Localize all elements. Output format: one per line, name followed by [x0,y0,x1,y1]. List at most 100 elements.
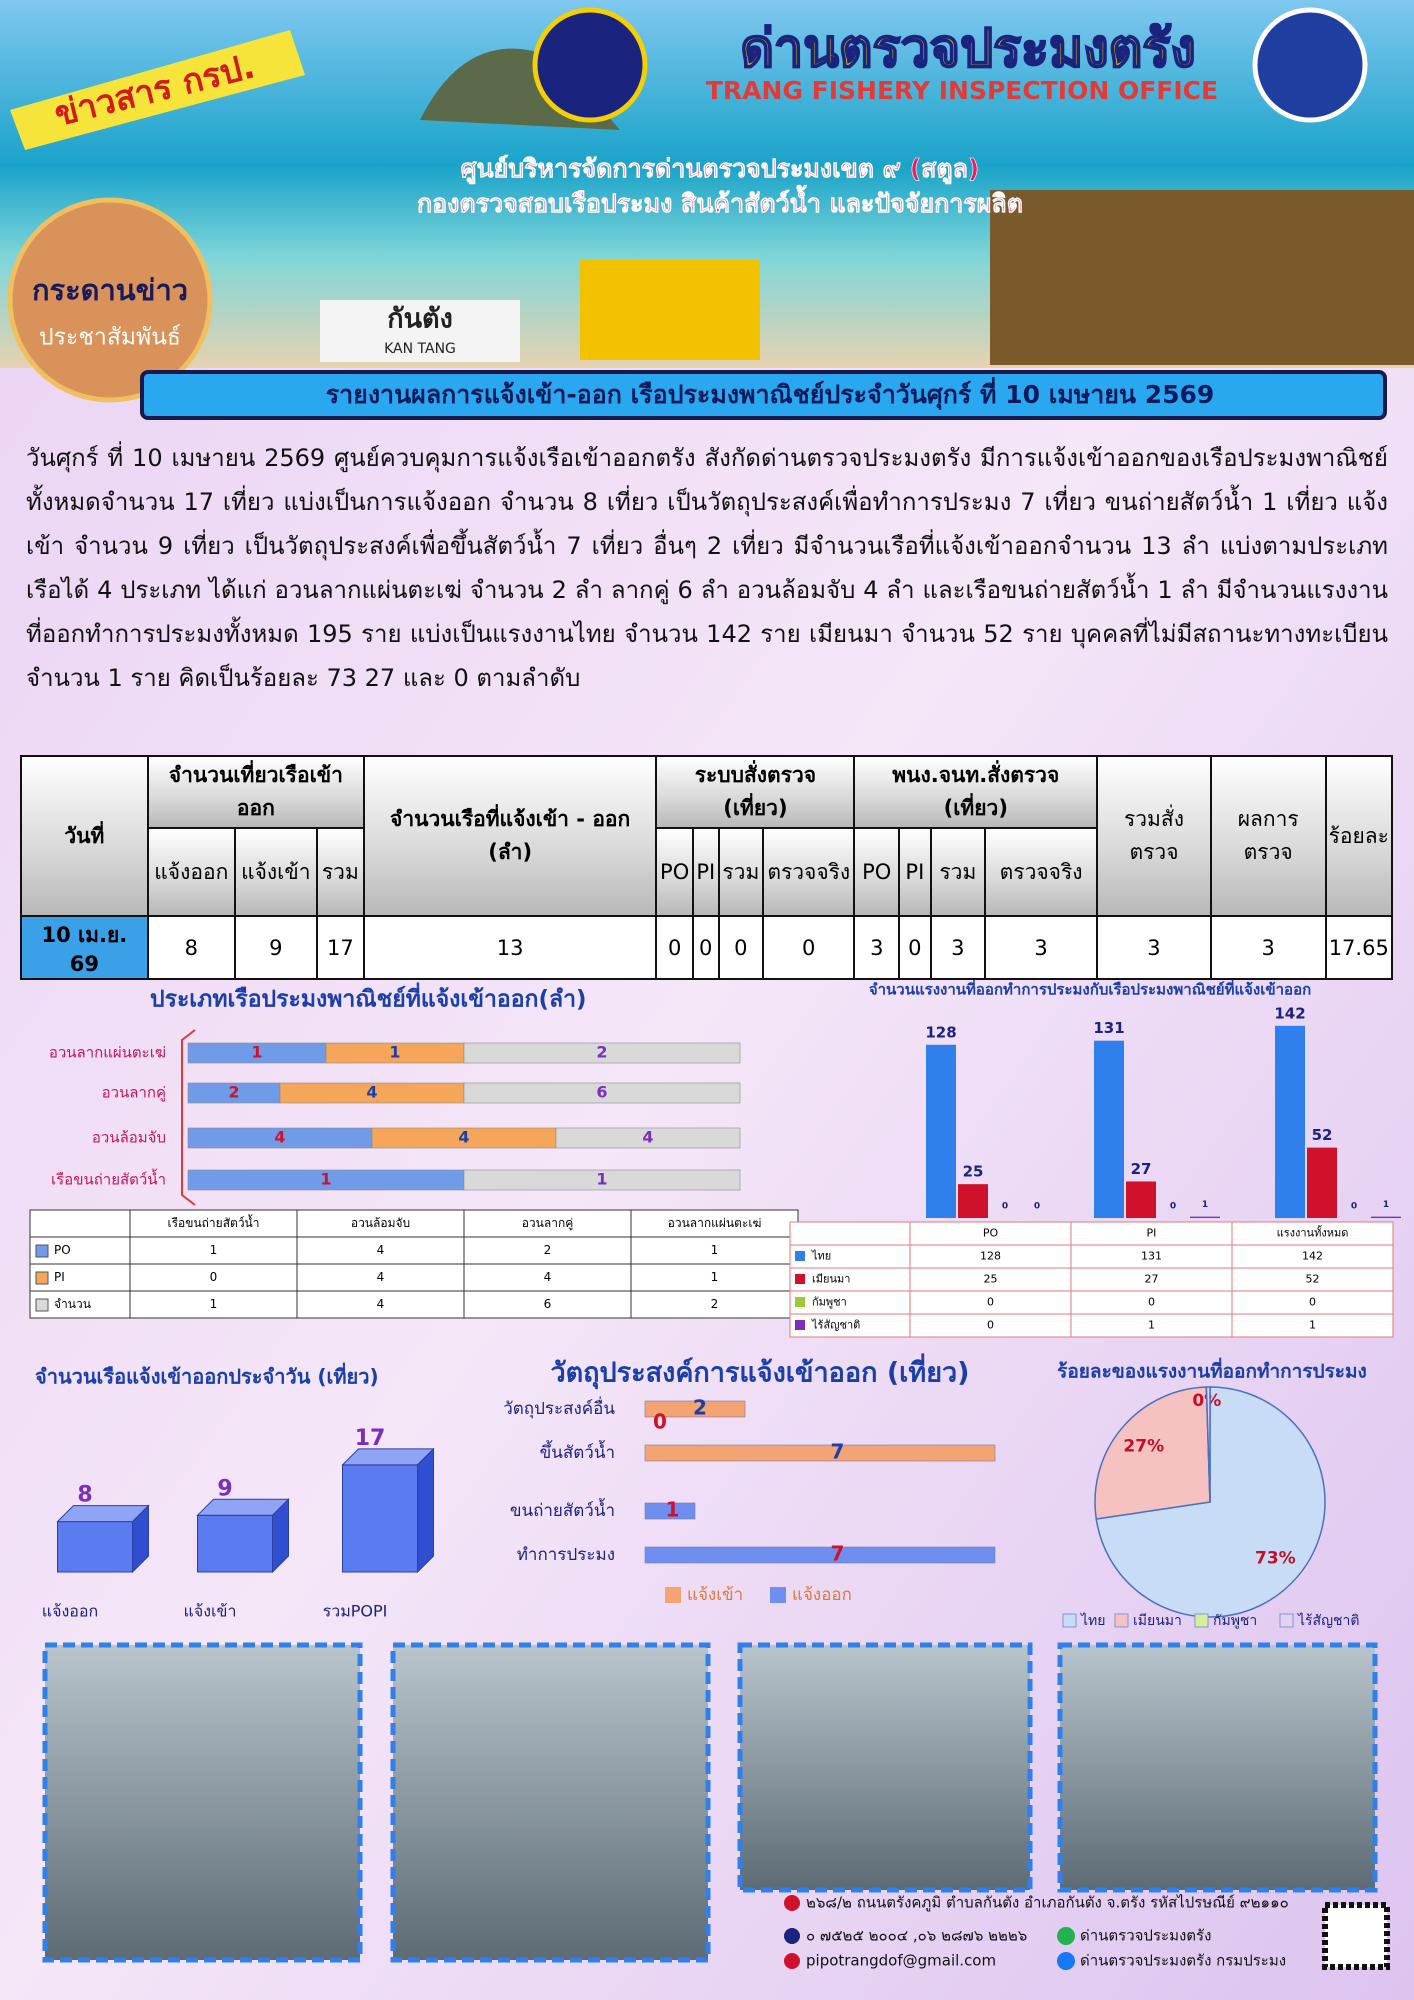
report-table: วันที่ จำนวนเที่ยวเรือเข้าออก จำนวนเรือที่… [20,755,1394,980]
table-value: 4 [377,1297,385,1311]
value-label: 0 [1170,1202,1176,1212]
value-label: 27% [1123,1437,1164,1457]
table-cell: 13 [362,915,658,980]
table-cell: จำนวนเรือที่แจ้งเข้า - ออก (ลำ) [362,755,658,917]
board-title: กระดานข่าว [32,273,188,307]
table-cell: 0 [717,915,765,980]
table-cell: 3 [929,915,987,980]
value-label: 7 [831,1542,845,1566]
bar-side [417,1447,434,1574]
bar [644,1546,996,1564]
sign-text: KAN TANG [384,341,456,357]
bar [958,1184,988,1218]
bar [1371,1216,1401,1218]
bar-side [132,1504,149,1574]
legend-swatch [35,1298,49,1312]
contact-facebook: ด่านตรวจประมงตรัง กรมประมง [1080,1952,1286,1970]
value-label: 131 [1093,1019,1124,1037]
bar-segment [463,1169,741,1191]
legend-label: PI [54,1270,65,1284]
bar-segment [463,1042,741,1064]
icon-email [784,1953,800,1969]
table-cell: รวมสั่งตรวจ [1096,755,1212,917]
header-line: กองตรวจสอบเรือประมง สินค้าสัตว์น้ำ และปั… [417,184,1023,218]
table-value: 128 [980,1250,1001,1263]
value-label: 1 [666,1498,680,1522]
legend-label: ไร้สัญชาติ [811,1319,860,1332]
table-cell: แจ้งเข้า [233,827,318,917]
table-value: 1 [1309,1319,1316,1332]
table-cell: 17 [315,915,365,980]
report-title-bar [140,370,1387,420]
value-label: 52 [1312,1126,1333,1144]
contact-address: ๒๖๘/๒ ถนนตรังคภูมิ ตำบลกันตัง อำเภอกันตั… [806,1894,1289,1912]
table-value: 0 [1309,1296,1316,1309]
table-value: 0 [210,1270,218,1284]
table-cell: PI [691,827,720,917]
bar [197,1514,273,1573]
bar-segment [463,1082,741,1104]
bar-side [272,1498,289,1574]
table-cell: รวม [929,827,987,917]
logo-left [532,7,648,123]
category-label: อวนลากแผ่นตะเฆ่ [49,1044,166,1062]
table-value: 2 [711,1297,719,1311]
table-value: 142 [1302,1250,1323,1263]
photo [42,1642,363,1963]
photo [390,1642,711,1963]
table-cell: รวม [315,827,365,917]
legend-swatch [35,1244,49,1258]
chart-title: ประเภทเรือประมงพาณิชย์ที่แจ้งเข้าออก(ลำ) [150,982,587,1013]
table-row: แจ้งออก แจ้งเข้า รวม PO PI รวม ตรวจจริง PO PI รวม… [21,827,1392,917]
value-label: 1 [596,1170,607,1189]
table-cell: ตรวจจริง [984,827,1099,917]
table-cell: รวม [717,827,765,917]
table-value: 25 [984,1273,998,1286]
x-tick-label: แจ้งเข้า [184,1602,237,1621]
legend-label: PO [54,1243,71,1257]
board-circle [7,197,213,403]
table-value: 0 [1148,1296,1155,1309]
badge-shape [10,30,305,150]
table-header: อวนล้อมจับ [351,1216,410,1230]
table-value: 4 [377,1243,385,1257]
table-cell: ตรวจจริง [762,827,856,917]
logo-right [1252,7,1368,123]
table-value: 0 [987,1319,994,1332]
legend-label: กัมพูชา [1213,1613,1257,1629]
bar [1275,1025,1305,1218]
bar [342,1464,418,1573]
table-value: 6 [544,1297,552,1311]
table-header: เรือขนถ่ายสัตว์น้ำ [168,1214,260,1230]
chart-title: วัตถุประสงค์การแจ้งเข้าออก (เที่ยว) [550,1353,969,1390]
table-cell: 17.65 [1324,915,1394,980]
header-title: ด่านตรวจประมงตรัง [740,19,1196,79]
legend-label: ไทย [1080,1612,1105,1629]
table-cell: แจ้งออก [146,827,236,917]
table-cell: PO [655,827,694,917]
table-header: อวนลากแผ่นตะเฆ่ [668,1216,762,1230]
icon-location [784,1895,800,1911]
bar [57,1521,133,1573]
axis-bracket [181,1029,196,1206]
value-label: 1 [1383,1200,1389,1210]
table-value: 4 [544,1270,552,1284]
table-cell: 8 [146,915,236,980]
value-label: 6 [596,1083,607,1102]
chart-title: จำนวนเรือแจ้งเข้าออกประจำวัน (เที่ยว) [35,1362,379,1389]
header-subtitle: TRANG FISHERY INSPECTION OFFICE [706,76,1218,105]
table-cell: 0 [898,915,932,980]
table-value: 0 [987,1296,994,1309]
x-tick-label: PO [983,1227,999,1240]
table-cell: พนง.จนท.สั่งตรวจ (เที่ยว) [853,755,1099,829]
table-value: 52 [1306,1273,1320,1286]
value-label: 1 [320,1170,331,1189]
contact-email: pipotrangdof@gmail.com [806,1952,996,1970]
table-cell: 0 [655,915,694,980]
legend-swatch [795,1297,805,1307]
legend-swatch [795,1320,805,1330]
chart-title: จำนวนแรงงานที่ออกทำการประมงกับเรือประมงพ… [869,979,1311,999]
value-label: 27 [1131,1160,1152,1178]
legend-label: ไร้สัญชาติ [1297,1612,1360,1629]
